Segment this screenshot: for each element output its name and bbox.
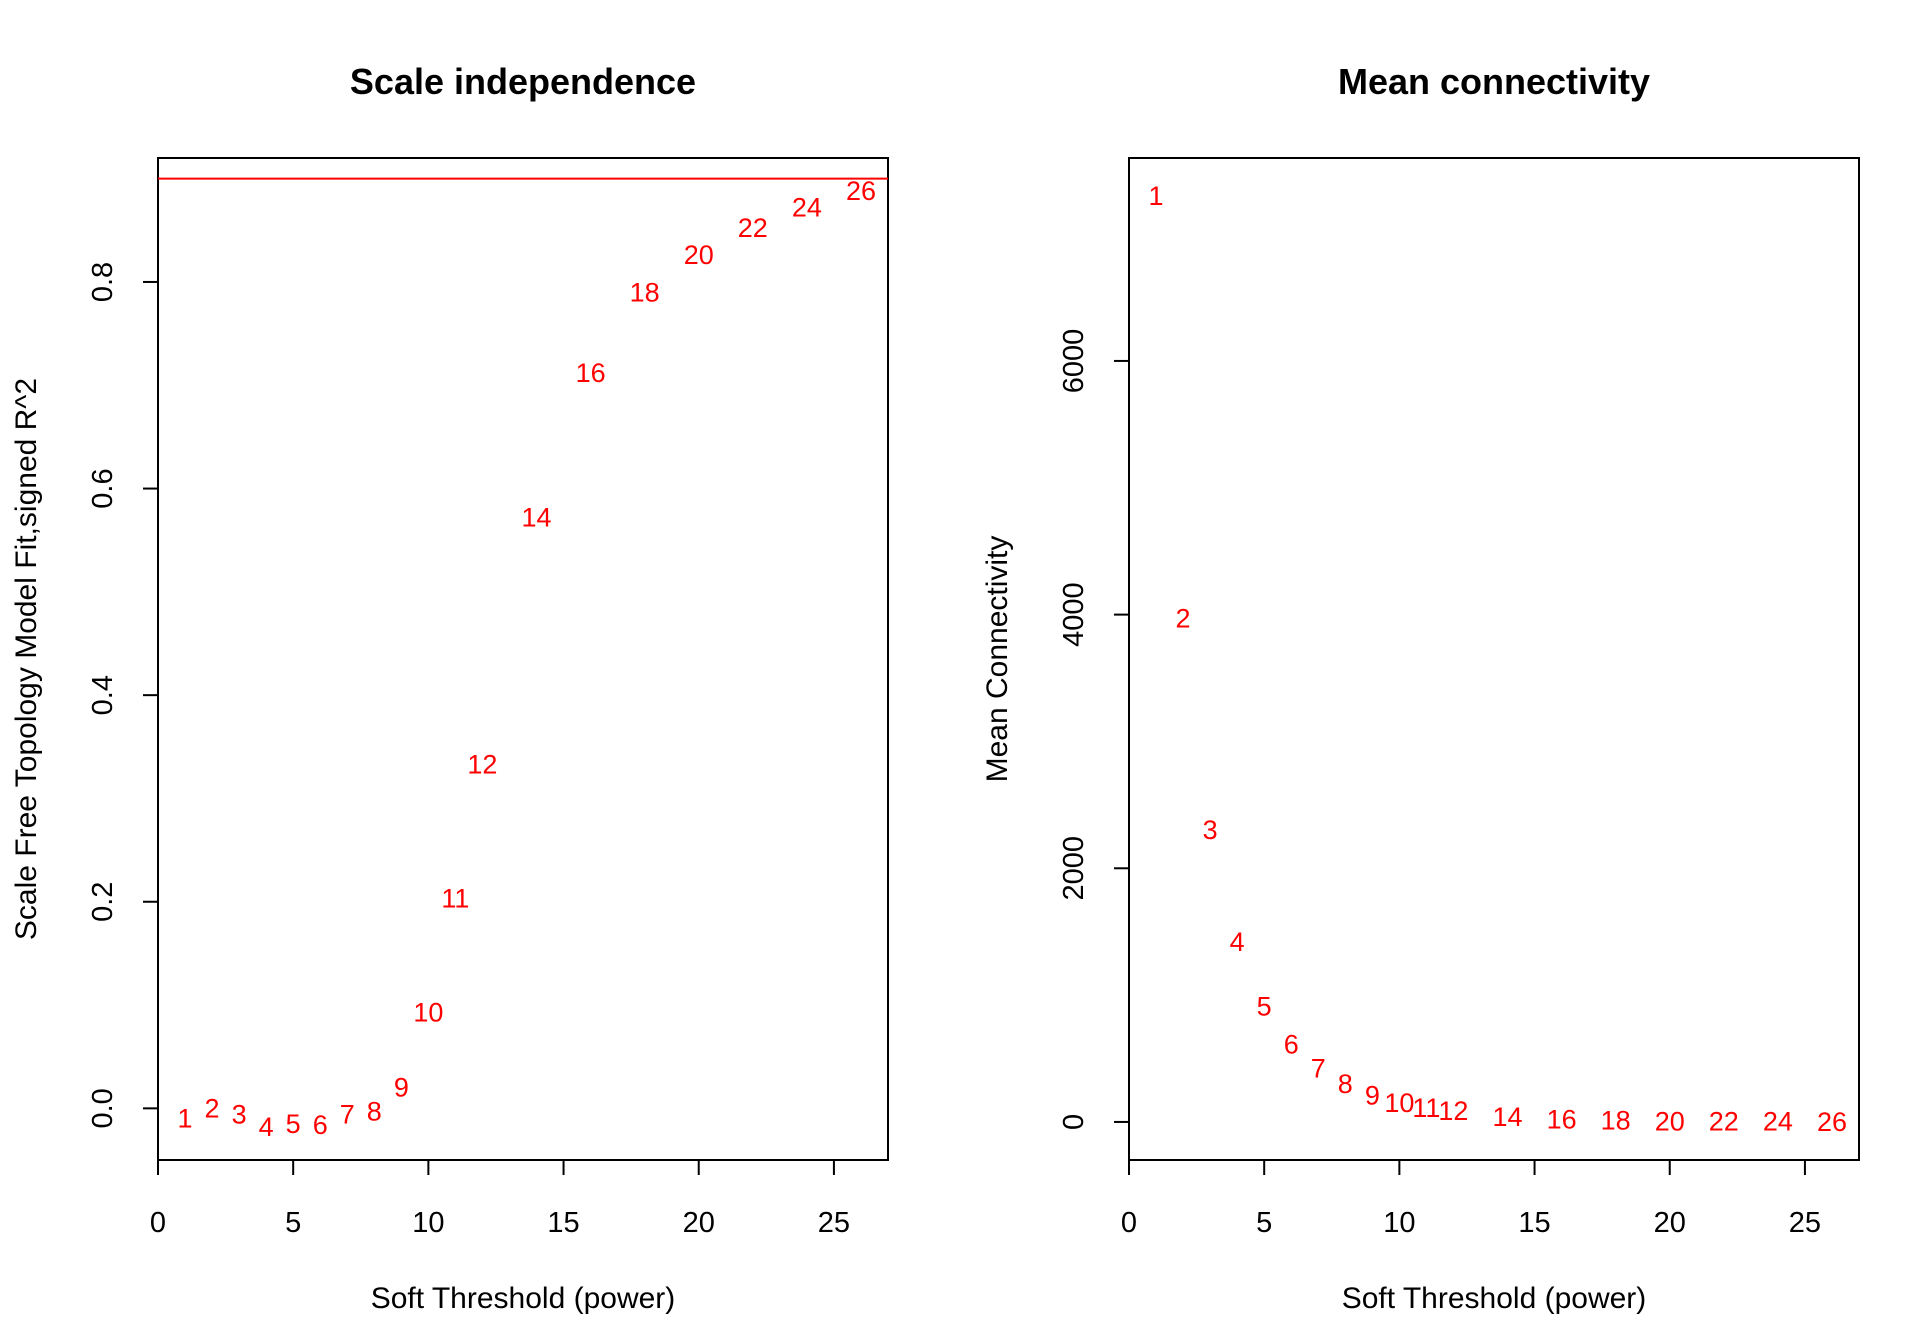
mean-connectivity-x-tick-label: 0 (1121, 1207, 1137, 1239)
mean-connectivity-title: Mean connectivity (1338, 61, 1650, 102)
scale-independence-point-label: 6 (313, 1110, 328, 1140)
scale-independence-point-label: 22 (738, 213, 768, 243)
mean-connectivity-y-axis-label: Mean Connectivity (981, 536, 1014, 783)
mean-connectivity-point-label: 8 (1338, 1069, 1353, 1099)
mean-connectivity-point-label: 6 (1284, 1030, 1299, 1060)
mean-connectivity-point-label: 4 (1230, 927, 1245, 957)
mean-connectivity-point-label: 20 (1655, 1106, 1685, 1136)
scale-independence-point-label: 20 (684, 240, 714, 270)
mean-connectivity-point-label: 26 (1817, 1107, 1847, 1137)
scale-independence-point-label: 8 (367, 1096, 382, 1126)
mean-connectivity-point-label: 14 (1492, 1102, 1522, 1132)
scale-independence-point-label: 16 (576, 358, 606, 388)
scale-independence-point-label: 26 (846, 176, 876, 206)
mean-connectivity-x-tick-label: 15 (1518, 1207, 1550, 1239)
scale-independence-point-label: 5 (286, 1109, 301, 1139)
mean-connectivity-y-tick-label: 6000 (1058, 329, 1090, 394)
mean-connectivity-y-tick-label: 0 (1058, 1114, 1090, 1130)
mean-connectivity-point-label: 5 (1257, 992, 1272, 1022)
scale-independence-y-tick-label: 0.8 (87, 262, 119, 302)
mean-connectivity-point-label: 11 (1412, 1093, 1440, 1123)
scale-independence-point-label: 7 (340, 1100, 355, 1130)
mean-connectivity-y-tick-label: 4000 (1058, 582, 1090, 647)
mean-connectivity-point-label: 1 (1149, 181, 1164, 211)
scale-independence-plot-frame (157, 157, 889, 1161)
scale-independence-x-tick-label: 10 (412, 1207, 444, 1239)
mean-connectivity-x-axis-label: Soft Threshold (power) (1342, 1282, 1647, 1315)
mean-connectivity-point-label: 22 (1709, 1107, 1739, 1137)
scale-independence-point-label: 4 (259, 1112, 274, 1142)
scale-independence-y-tick-label: 0.6 (87, 468, 119, 508)
scale-independence-x-axis-label: Soft Threshold (power) (371, 1282, 676, 1315)
mean-connectivity-x-tick-label: 10 (1383, 1207, 1415, 1239)
mean-connectivity-plot-frame (1128, 157, 1860, 1161)
scale-independence-point-label: 18 (630, 277, 660, 307)
scale-independence-point-label: 3 (232, 1100, 247, 1130)
scale-independence-x-tick-label: 5 (285, 1207, 301, 1239)
scale-independence-x-tick-label: 0 (150, 1207, 166, 1239)
scale-independence-point-label: 9 (394, 1073, 409, 1103)
mean-connectivity-point-label: 2 (1176, 603, 1191, 633)
mean-connectivity-point-label: 12 (1438, 1096, 1468, 1126)
scale-independence-title: Scale independence (350, 61, 696, 102)
mean-connectivity-point-label: 10 (1384, 1088, 1414, 1118)
mean-connectivity-point-label: 3 (1203, 815, 1218, 845)
mean-connectivity-point-label: 7 (1311, 1054, 1326, 1084)
scale-independence-y-tick-label: 0.4 (87, 675, 119, 715)
scale-independence-point-label: 1 (178, 1104, 193, 1134)
mean-connectivity-x-tick-label: 20 (1654, 1207, 1686, 1239)
scale-independence-y-tick-label: 0.2 (87, 882, 119, 922)
scale-independence-point-label: 24 (792, 193, 822, 223)
scale-independence-point-label: 10 (413, 997, 443, 1027)
scale-independence-point-label: 2 (205, 1093, 220, 1123)
scale-independence-x-tick-label: 25 (818, 1207, 850, 1239)
mean-connectivity-x-tick-label: 5 (1256, 1207, 1272, 1239)
scale-independence-x-tick-label: 15 (547, 1207, 579, 1239)
scale-independence-y-axis-label: Scale Free Topology Model Fit,signed R^2 (10, 378, 43, 940)
mean-connectivity-x-tick-label: 25 (1789, 1207, 1821, 1239)
mean-connectivity-point-label: 16 (1547, 1104, 1577, 1134)
mean-connectivity-point-label: 18 (1601, 1106, 1631, 1136)
scale-independence-x-tick-label: 20 (683, 1207, 715, 1239)
scale-independence-y-tick-label: 0.0 (87, 1088, 119, 1128)
mean-connectivity-point-label: 9 (1365, 1080, 1380, 1110)
mean-connectivity-y-tick-label: 2000 (1058, 836, 1090, 901)
scale-independence-point-label: 12 (467, 749, 497, 779)
scale-independence-point-label: 11 (441, 884, 469, 914)
scale-independence-point-label: 14 (521, 502, 551, 532)
mean-connectivity-point-label: 24 (1763, 1107, 1793, 1137)
